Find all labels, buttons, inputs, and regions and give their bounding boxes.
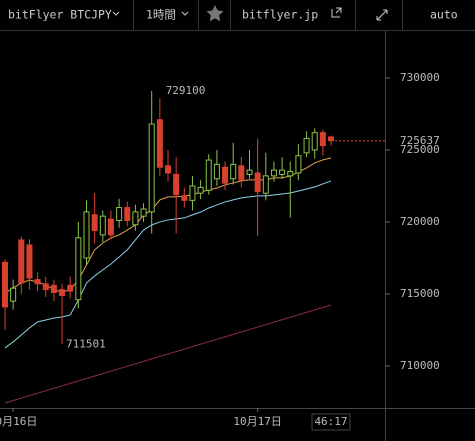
candle-body — [173, 173, 180, 196]
y-tick-label: 730000 — [400, 71, 440, 84]
candle-body — [287, 171, 294, 177]
candle-body — [18, 239, 25, 284]
candle-body — [124, 207, 131, 222]
candle-body — [295, 155, 302, 174]
candle-body — [2, 261, 8, 308]
candle-body — [50, 284, 57, 294]
candle-body — [107, 218, 114, 236]
candle-body — [26, 244, 33, 279]
candle-body — [279, 169, 286, 175]
toolbar: bitFlyer BTCJPY 1時間 bitflyer.jp auto — [0, 0, 475, 31]
countdown: 46:17 — [314, 415, 347, 428]
candle-body — [319, 132, 326, 147]
scale-mode[interactable]: auto — [430, 8, 458, 22]
candle-body — [42, 283, 49, 291]
candle-body — [270, 169, 277, 177]
candle-body — [246, 169, 253, 175]
moving-average-line — [4, 180, 332, 349]
x-tick-label: 10月17日 — [233, 415, 282, 428]
candle-body — [254, 172, 261, 193]
candle-body — [205, 159, 212, 191]
candle-body — [303, 137, 310, 154]
chevron-icon — [181, 11, 189, 16]
site-link[interactable]: bitflyer.jp — [242, 8, 318, 22]
candle-body — [238, 165, 245, 181]
x-tick-label: 10月16日 — [0, 415, 37, 428]
candle-body — [75, 237, 82, 301]
candle-body — [99, 215, 106, 236]
candle-body — [140, 208, 147, 217]
candle-body — [165, 165, 171, 174]
candle-body — [156, 119, 163, 168]
candle-body — [148, 123, 155, 213]
candle-body — [34, 279, 41, 285]
plot-area — [2, 90, 334, 404]
candle-body — [10, 287, 17, 302]
current-price-label: 725637 — [400, 134, 440, 147]
candle-body — [59, 289, 66, 296]
candle-body — [132, 211, 139, 226]
candle-body — [189, 185, 196, 201]
candle-body — [67, 284, 74, 292]
interval-selector[interactable]: 1時間 — [146, 8, 176, 22]
y-tick-label: 715000 — [400, 287, 440, 300]
symbol-selector[interactable]: bitFlyer BTCJPY — [8, 8, 112, 22]
candle-body — [222, 166, 229, 184]
candle-body — [91, 214, 98, 232]
y-tick-label: 720000 — [400, 215, 440, 228]
favorite-icon[interactable] — [206, 5, 224, 22]
candle-body — [213, 163, 220, 180]
high-annotation: 729100 — [166, 84, 206, 97]
candle-body — [230, 163, 237, 180]
candle-body — [181, 195, 188, 201]
y-tick-label: 710000 — [400, 359, 440, 372]
candle-body — [116, 207, 123, 222]
external-link-icon — [331, 7, 342, 18]
candle-body — [311, 132, 318, 151]
countdown-box — [311, 413, 351, 431]
candle-body — [83, 211, 90, 259]
fullscreen-icon[interactable] — [376, 9, 388, 21]
low-annotation: 711501 — [66, 337, 106, 350]
y-tick-label: 725000 — [400, 143, 440, 156]
candle-body — [197, 186, 204, 194]
candle-body — [262, 175, 269, 194]
chevron-icon — [112, 11, 120, 16]
candle-body — [328, 136, 334, 142]
moving-average-line — [4, 304, 332, 404]
